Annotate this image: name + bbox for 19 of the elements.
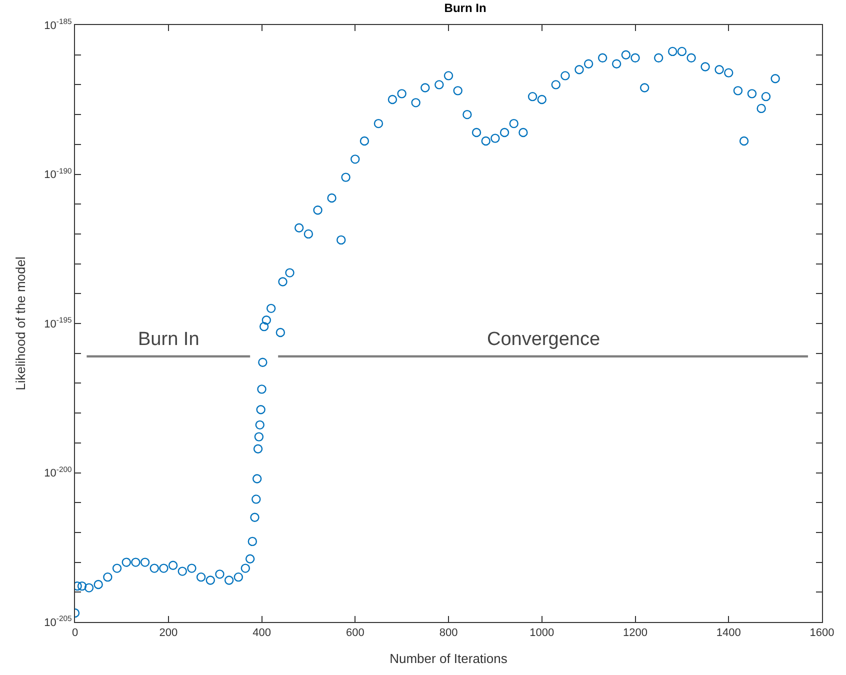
series-label: Burn In	[138, 329, 200, 350]
x-tick-label: 0	[72, 627, 78, 640]
x-tick-label: 400	[252, 627, 271, 640]
y-tick-label: 10$^{-190}$	[44, 166, 72, 182]
x-tick-label: 1400	[716, 627, 741, 640]
y-tick-label: 10$^{-195}$	[44, 316, 72, 330]
series-label: Convergence	[487, 329, 600, 350]
x-tick-label: 800	[439, 627, 458, 640]
y-tick-label: 10$^{-200}$	[44, 464, 72, 480]
x-tick-label: 600	[346, 627, 364, 640]
chart-title: Burn In	[444, 0, 486, 15]
x-axis-title: Number of Iterations	[390, 650, 508, 666]
x-tick-label: 1000	[530, 627, 554, 640]
y-axis-title: Likelihood of the model	[13, 256, 28, 390]
x-tick-label: 1600	[810, 627, 834, 640]
y-tick-label: 10$^{-205}$	[44, 614, 72, 629]
x-tick-label: 1200	[623, 627, 648, 640]
x-tick-label: 200	[159, 627, 178, 640]
y-tick-label: 10$^{-185}$	[44, 17, 72, 32]
